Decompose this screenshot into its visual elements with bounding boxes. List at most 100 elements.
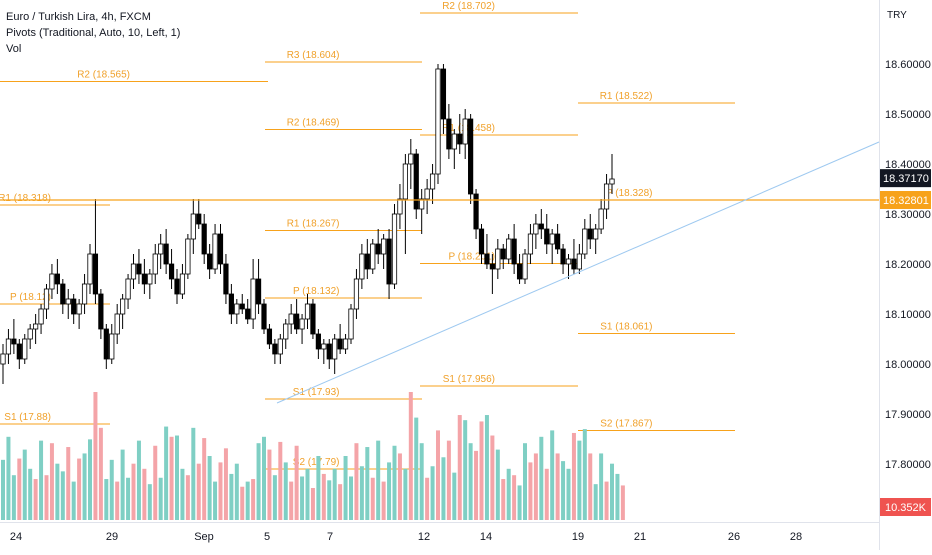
candle [207, 244, 213, 279]
volume-bar [234, 463, 239, 520]
candle [158, 234, 164, 269]
volume-bar [60, 471, 65, 520]
volume-bar [397, 453, 402, 520]
candle-body [555, 233, 561, 250]
candle-body [141, 273, 147, 285]
price-tick-label: 18.10000 [885, 309, 931, 321]
candle-body [261, 303, 267, 330]
volume-bar [28, 468, 33, 520]
volume-bar [310, 488, 315, 520]
symbol-title[interactable]: Euro / Turkish Lira, 4h, FXCM [6, 11, 151, 23]
candle-body [429, 173, 436, 190]
volume-bar [49, 443, 54, 520]
candle-body [190, 213, 196, 240]
volume-bar [550, 430, 555, 520]
time-tick-label: 24 [10, 531, 22, 543]
candle [98, 289, 104, 339]
candle-body [391, 213, 398, 285]
candle-body [288, 313, 294, 325]
volume-bar [495, 449, 500, 520]
volume-bar [419, 443, 424, 520]
candle-body [294, 313, 300, 330]
candle-body [348, 308, 354, 340]
candle-body [473, 193, 479, 230]
volume-indicator-label[interactable]: Vol [6, 43, 22, 55]
candle-body [457, 133, 463, 145]
candle-body [593, 228, 599, 240]
price-tick-label: 18.20000 [885, 259, 931, 271]
volume-bar [571, 432, 576, 520]
candle [397, 184, 403, 229]
candle [141, 259, 147, 294]
candle-body [370, 243, 376, 270]
candle [321, 339, 327, 364]
volume-bar [490, 435, 495, 520]
volume-bar [441, 457, 446, 520]
volume-bar [593, 484, 598, 520]
volume-bar [120, 449, 125, 520]
trendline-layer[interactable] [0, 141, 880, 404]
ascending-trendline[interactable] [276, 141, 880, 404]
pivots-indicator-label[interactable]: Pivots (Traditional, Auto, 10, Left, 1) [6, 27, 181, 39]
candle [527, 224, 534, 264]
price-axis[interactable]: TRY 18.60000 18.50000 18.40000 18.30000 18.20… [880, 10, 931, 516]
candle-body [234, 303, 240, 315]
candle [272, 339, 278, 364]
candle [114, 304, 120, 344]
candle-body [506, 238, 512, 260]
candle-body [277, 338, 283, 355]
candle [435, 64, 441, 184]
candle [304, 294, 311, 329]
candle [223, 254, 229, 304]
candle-body [163, 243, 169, 265]
volume-bar [392, 445, 397, 520]
candle [136, 249, 142, 284]
candle-body [468, 118, 474, 195]
time-tick-label: 26 [728, 531, 740, 543]
volume-bar [539, 436, 544, 520]
volume-bar [109, 459, 114, 520]
candle-body [60, 283, 66, 305]
candle [375, 229, 381, 264]
candle [506, 234, 512, 264]
volume-bar [599, 453, 604, 520]
volume-bar [158, 477, 163, 520]
candle-body [381, 238, 387, 255]
pivot-label: P (18.132) [293, 286, 340, 297]
volume-bar [468, 443, 473, 520]
candle [87, 244, 93, 294]
volume-bar [289, 481, 294, 520]
candles [0, 64, 615, 384]
candle-body [212, 233, 218, 270]
candle-body [109, 333, 115, 360]
candle [130, 254, 137, 289]
candle [402, 154, 408, 254]
candle-body [0, 353, 6, 365]
candle [538, 209, 544, 239]
time-axis[interactable]: 24 29 Sep 5 7 12 14 19 21 26 28 [10, 531, 802, 543]
candle-body [92, 253, 99, 295]
candle-body [250, 278, 256, 320]
candle-body [500, 248, 506, 260]
volume-bar [425, 477, 430, 520]
candle-body [527, 233, 534, 255]
volume-bar [577, 440, 582, 520]
volume-bar [245, 481, 250, 520]
candle [484, 234, 490, 269]
candle [457, 114, 463, 154]
candle [33, 314, 39, 344]
volume-bar [196, 463, 201, 520]
volume-bar [180, 468, 185, 520]
candle-body [538, 223, 544, 230]
volume-bar [55, 463, 60, 520]
candle [71, 294, 77, 324]
pivot-label: R2 (18.702) [442, 1, 495, 12]
candle [239, 294, 245, 314]
candle-body [582, 228, 588, 255]
volume-bar [131, 463, 136, 520]
volume-bar [566, 468, 571, 520]
candle [217, 224, 224, 274]
volume-bar [387, 462, 392, 520]
